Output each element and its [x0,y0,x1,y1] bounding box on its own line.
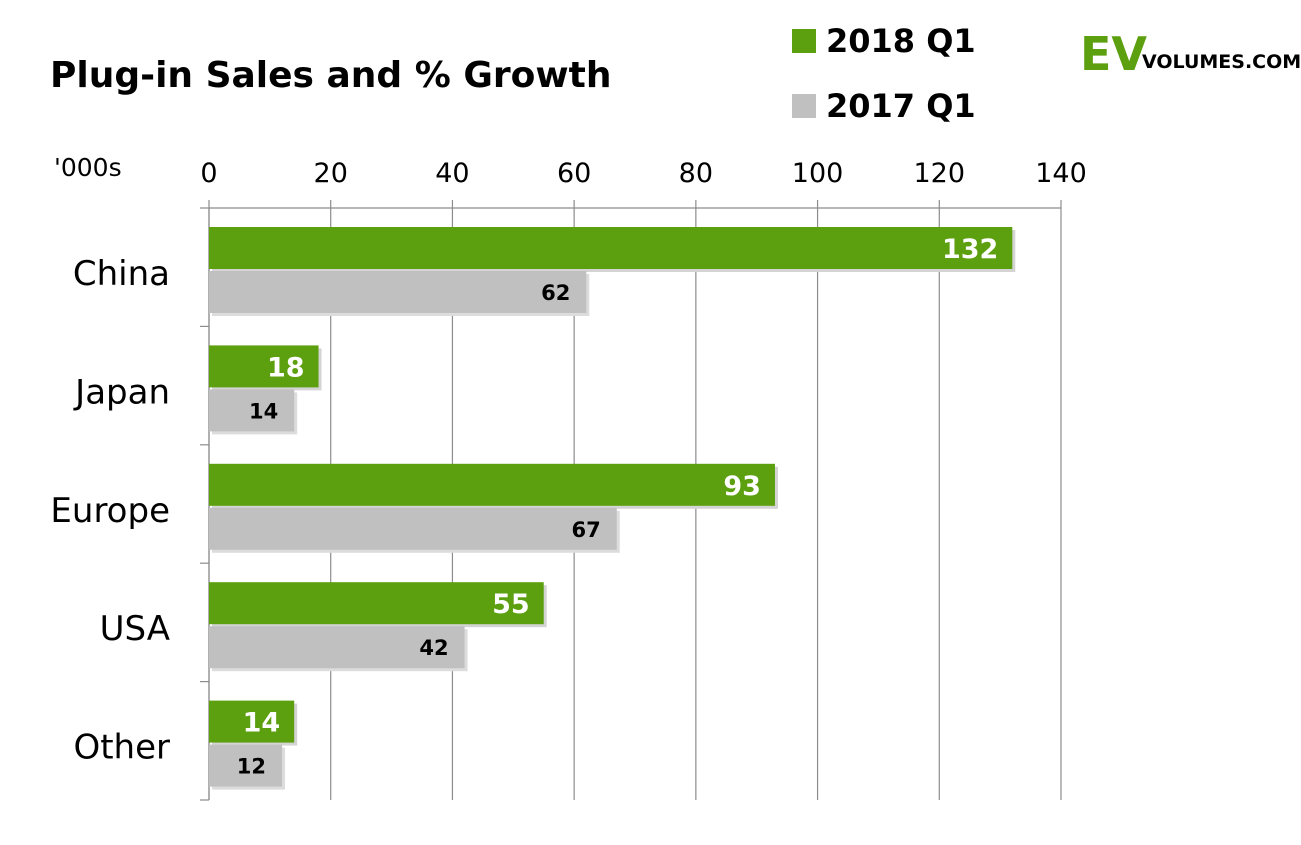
bar-europe-2017 [209,507,617,550]
x-tick-label: 0 [200,158,217,189]
bar-usa-2018 [209,582,544,625]
category-label-japan: Japan [73,372,170,412]
bar-japan-2017 [209,389,295,432]
value-label-2017: 62 [541,281,570,305]
bar-china-2017 [209,271,587,313]
value-labels: 132 62 18 14 93 67 55 42 14 12 [237,234,999,779]
bar-europe-2018 [209,463,775,506]
x-tick-label: 120 [914,158,966,189]
category-label-usa: USA [100,609,170,649]
legend-swatch-2017 [792,94,816,118]
logo-sub-text: VOLUMES.COM [1142,51,1301,73]
legend-label-2018: 2018 Q1 [826,22,976,60]
x-tick-label: 40 [435,158,469,189]
x-tick-label: 100 [792,158,844,189]
x-tick-label: 140 [1035,158,1087,189]
category-label-europe: Europe [50,491,170,531]
legend-label-2017: 2017 Q1 [826,87,976,125]
value-label-2018: 132 [942,234,998,265]
x-tick-labels: 0 20 40 60 80 100 120 140 [200,158,1086,189]
x-tick-label: 80 [679,158,713,189]
bar-japan-2018 [209,345,319,388]
unit-label: '000s [54,153,122,182]
bar-other-2017 [209,744,283,787]
logo-ev-text: EV [1080,27,1147,81]
value-label-2017: 14 [249,399,278,423]
value-label-2018: 93 [723,471,761,502]
category-label-other: Other [73,728,170,768]
category-labels: China Japan Europe USA Other [50,254,170,768]
category-label-china: China [73,254,170,294]
value-label-2017: 67 [572,518,601,542]
value-label-2018: 18 [267,352,305,383]
x-tick-label: 60 [557,158,591,189]
logo: EV VOLUMES.COM [1080,27,1301,81]
bar-china-2018 [209,227,1013,269]
value-label-2017: 12 [237,755,266,779]
value-label-2018: 55 [492,589,530,620]
chart-title: Plug-in Sales and % Growth [50,55,611,96]
bar-other-2018 [209,700,295,743]
bar-usa-2017 [209,626,465,669]
legend-swatch-2018 [792,29,816,53]
x-tick-label: 20 [314,158,348,189]
bars [209,227,1016,790]
value-label-2018: 14 [243,708,281,739]
value-label-2017: 42 [419,636,448,660]
legend: 2018 Q1 2017 Q1 [792,22,976,125]
